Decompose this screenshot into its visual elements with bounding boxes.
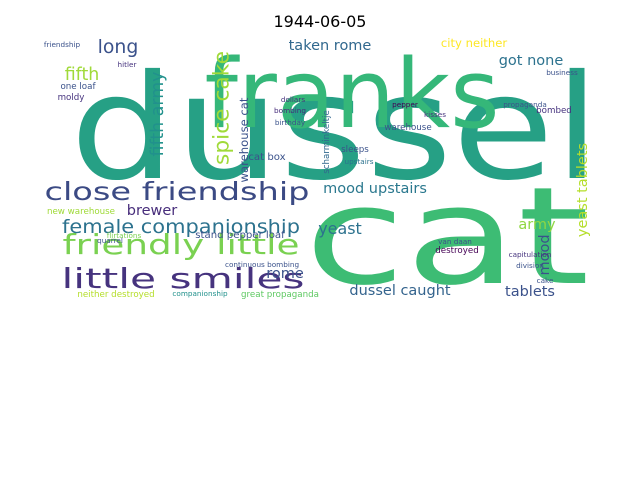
word: great propaganda [241,290,319,300]
word: city neither [441,36,507,50]
word: dussel caught [349,283,451,299]
word: rome [266,266,304,282]
word: upstairs [344,157,373,166]
word: close friendship [45,177,310,206]
word: neither destroyed [77,290,154,300]
word: new warehouse [47,207,115,217]
word: long [98,37,139,58]
word: brewer [127,203,178,219]
word: continuous bombing [225,260,299,269]
word: cat box [248,152,285,163]
word: propaganda [503,100,547,109]
cloud-area [40,35,600,303]
word: spice cake [210,51,235,165]
word: hitler [118,60,137,69]
word: warehouse cat [237,97,251,182]
word: destroyed [435,246,479,256]
word: sleeps [341,145,369,155]
word: one loaf [60,82,96,92]
word: franks [205,38,500,150]
word: cake [537,276,554,285]
word: female companionship [62,217,300,238]
word: van daan [438,237,472,246]
word: dollars [281,95,305,104]
word: kisses [424,110,446,119]
word: taken rome [289,38,372,54]
word: warehouse [384,123,431,133]
word: division [516,261,544,270]
word: cat [305,158,590,315]
word: capitulation [509,250,552,259]
word: army [518,217,556,233]
word: friendship [44,40,81,49]
word: mood upstairs [323,181,427,197]
word: scharminkeltje [322,110,332,174]
word: got none [499,53,564,69]
word: flirtations [107,231,142,240]
word: dussel [70,44,600,213]
word: stand pepper loaf [195,230,285,241]
word: little smiles [62,263,305,295]
word: tablets [505,284,555,300]
word: bombing [274,106,306,115]
word: business [546,68,578,77]
word: yeast tablets [575,143,591,237]
chart-title: 1944-06-05 [274,12,367,31]
word: yeast [318,219,362,238]
word: birthday [275,118,306,127]
word: mood [537,234,553,275]
word: bombed [536,106,572,116]
word: quarrel [97,236,123,245]
word: moldy [58,93,85,103]
word: friendly little [63,229,300,261]
word: fifth [65,65,100,85]
word: fifth army [148,72,168,157]
word: companionship [172,289,228,298]
word: pepper [392,100,418,109]
